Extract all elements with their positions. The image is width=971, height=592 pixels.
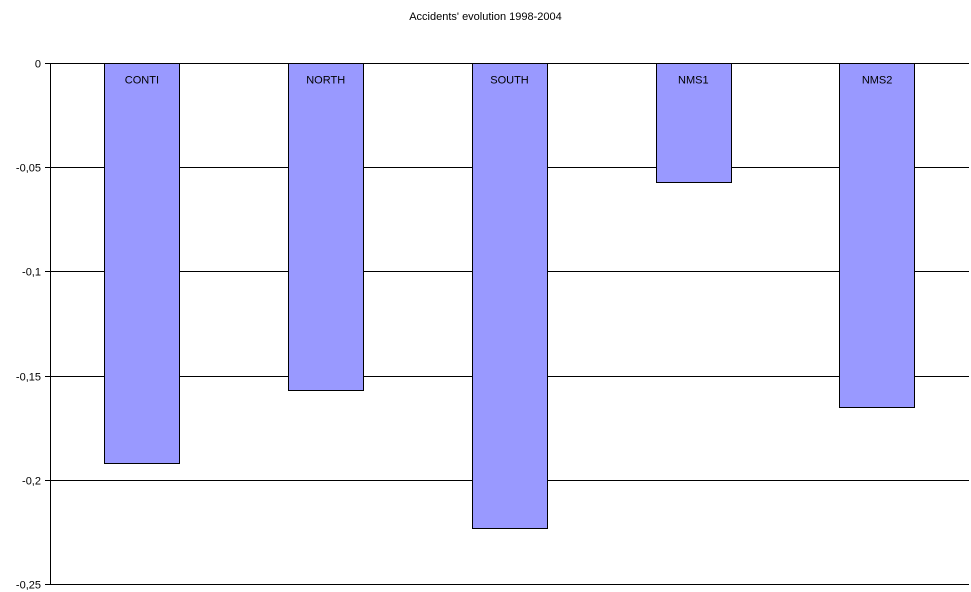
y-tick-label: -0,2	[22, 476, 41, 488]
bar-south	[472, 63, 548, 529]
bar-nms2	[839, 63, 915, 408]
y-tick-label: -0,1	[22, 267, 41, 279]
category-label: NMS1	[678, 75, 709, 87]
bars	[104, 63, 915, 529]
category-label: CONTI	[125, 75, 159, 87]
y-tick-label: -0,25	[16, 580, 41, 592]
y-tick-label: -0,05	[16, 163, 41, 175]
category-labels: CONTI NORTH SOUTH NMS1 NMS2	[125, 75, 893, 87]
bar-north	[288, 63, 364, 391]
chart-title: Accidents' evolution 1998-2004	[409, 11, 562, 23]
y-axis: 0 -0,05 -0,1 -0,15 -0,2 -0,25	[16, 59, 51, 592]
bar-conti	[104, 63, 180, 464]
category-label: NORTH	[306, 75, 345, 87]
bar-nms1	[656, 63, 732, 183]
category-label: NMS2	[862, 75, 893, 87]
y-tick-label: -0,15	[16, 372, 41, 384]
category-label: SOUTH	[490, 75, 529, 87]
y-tick-label: 0	[35, 59, 41, 71]
